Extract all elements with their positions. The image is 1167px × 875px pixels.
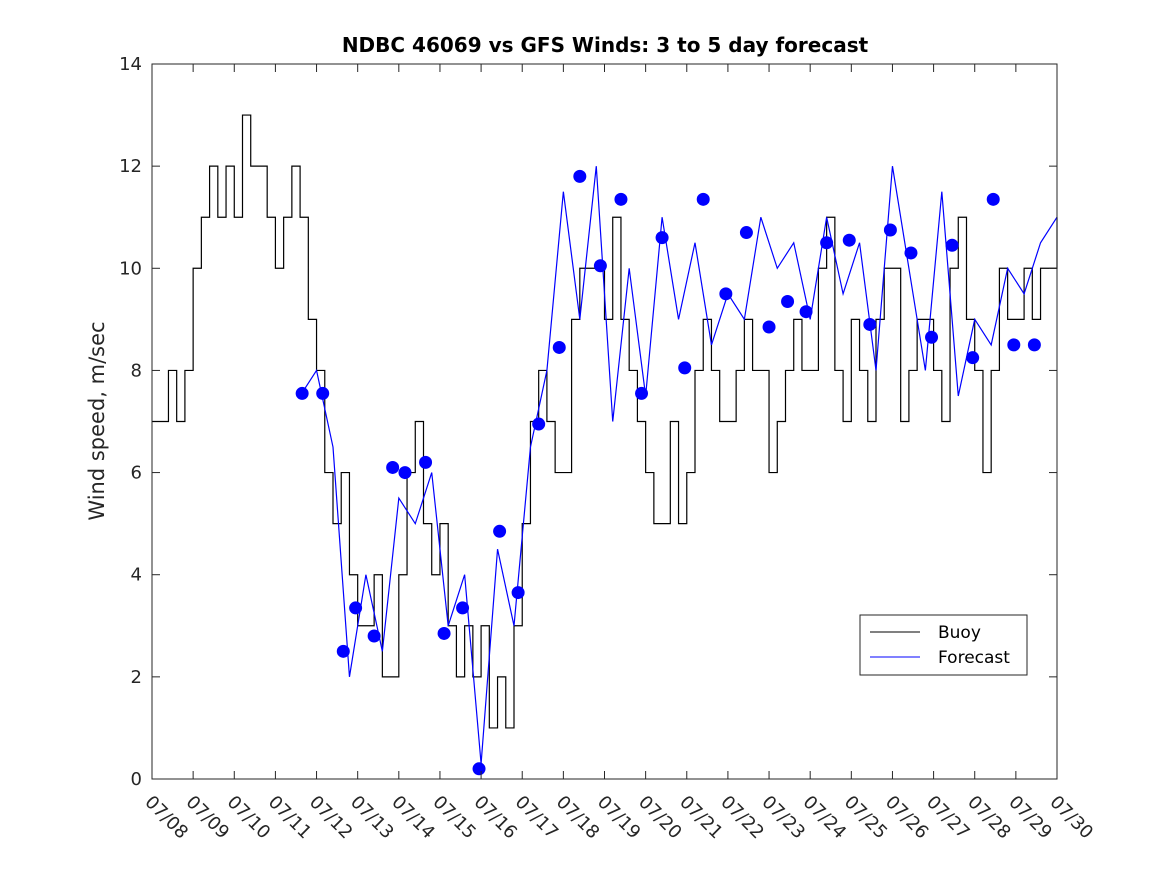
forecast-marker (593, 259, 607, 273)
forecast-marker (1007, 338, 1021, 352)
forecast-marker (493, 524, 507, 538)
forecast-marker (863, 317, 877, 331)
forecast-marker (437, 626, 451, 640)
forecast-marker (456, 601, 470, 615)
series-layer (152, 114, 1058, 776)
forecast-marker (316, 386, 330, 400)
forecast-marker (349, 601, 363, 615)
forecast-marker (336, 644, 350, 658)
forecast-marker (986, 192, 1000, 206)
forecast-marker (739, 226, 753, 240)
forecast-marker (655, 231, 669, 245)
forecast-marker (781, 294, 795, 308)
forecast-marker (1027, 338, 1041, 352)
forecast-marker (511, 586, 525, 600)
forecast-marker (532, 417, 546, 431)
forecast-marker (635, 386, 649, 400)
y-axis-label: Wind speed, m/sec (85, 321, 109, 520)
forecast-marker (842, 233, 856, 247)
legend-label-buoy: Buoy (938, 623, 981, 643)
forecast-marker (762, 320, 776, 334)
forecast-marker (398, 466, 412, 480)
forecast-marker (904, 246, 918, 260)
forecast-marker (799, 305, 813, 319)
legend: Buoy Forecast (859, 614, 1028, 676)
y-tick-label: 2 (131, 667, 142, 688)
y-tick-label: 4 (131, 565, 142, 586)
forecast-marker (719, 287, 733, 301)
forecast-marker (573, 169, 587, 183)
forecast-marker (696, 192, 710, 206)
forecast-marker (367, 629, 381, 643)
chart-title: NDBC 46069 vs GFS Winds: 3 to 5 day fore… (342, 33, 869, 57)
y-tick-label: 14 (119, 54, 142, 75)
forecast-marker (883, 223, 897, 237)
forecast-marker (820, 236, 834, 250)
y-tick-label: 10 (119, 258, 142, 279)
y-tick-label: 8 (131, 360, 142, 381)
legend-label-forecast: Forecast (938, 648, 1010, 668)
y-tick-label: 0 (131, 769, 142, 790)
forecast-marker (966, 351, 980, 365)
y-tick-label: 12 (119, 156, 142, 177)
forecast-marker (552, 340, 566, 354)
forecast-marker (386, 460, 400, 474)
legend-box (859, 614, 1028, 676)
forecast-marker (472, 762, 486, 776)
forecast-marker (419, 455, 433, 469)
forecast-marker (614, 192, 628, 206)
forecast-marker (945, 238, 959, 252)
forecast-marker (678, 361, 692, 375)
forecast-series-line (299, 166, 1058, 764)
y-tick-label: 6 (131, 463, 142, 484)
forecast-marker (925, 330, 939, 344)
forecast-marker (295, 386, 309, 400)
